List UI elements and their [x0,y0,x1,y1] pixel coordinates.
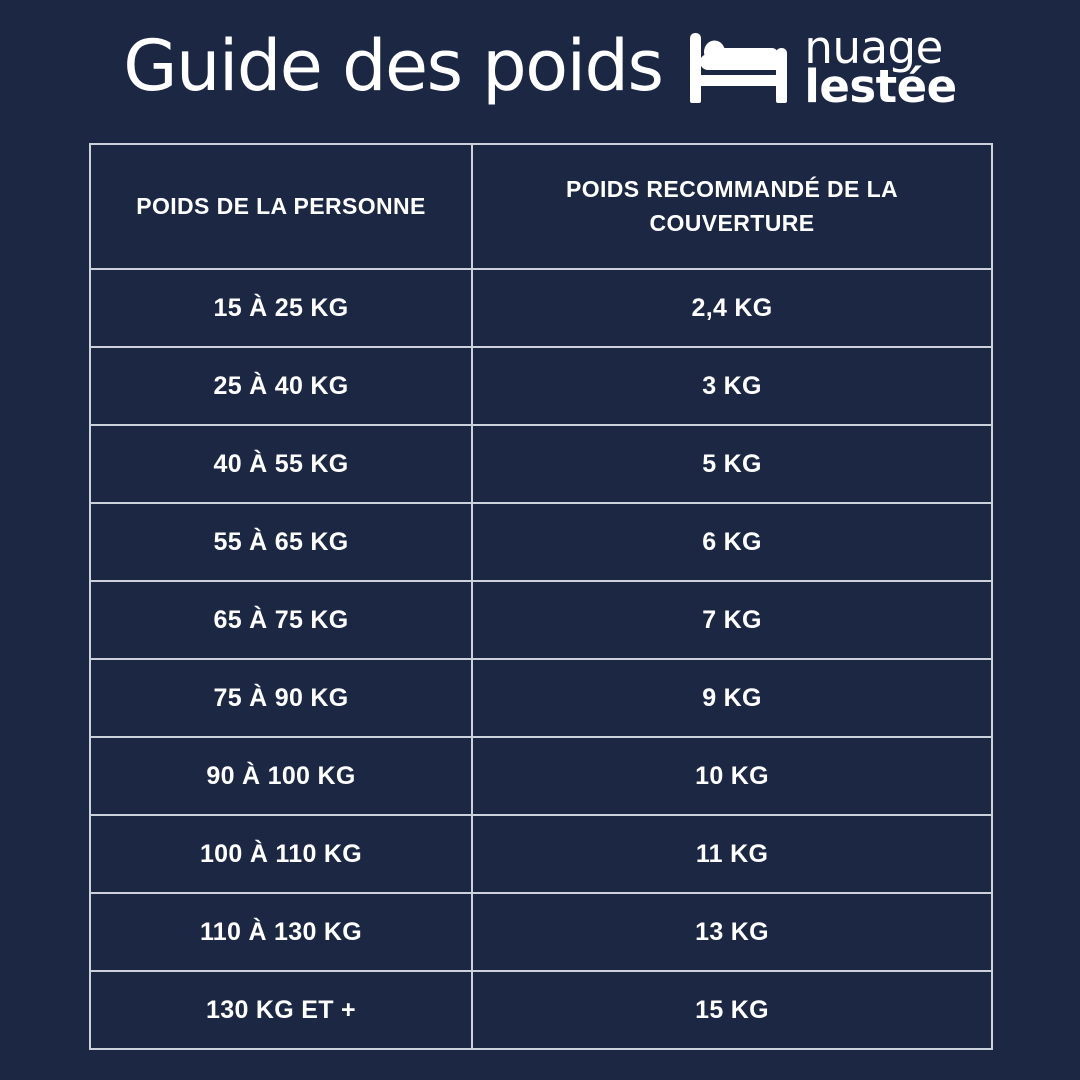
table-row: 40 À 55 KG 5 KG [89,424,993,504]
header-bar: Guide des poids nuage lestée [0,0,1080,140]
table-row: 75 À 90 KG 9 KG [89,658,993,738]
cell-blanket-weight: 7 KG [471,580,993,660]
column-header-blanket-weight: POIDS RECOMMANDÉ DE LA COUVERTURE [471,143,993,270]
table-header-row: POIDS DE LA PERSONNE POIDS RECOMMANDÉ DE… [89,143,993,270]
cell-person-weight: 40 À 55 KG [89,424,473,504]
cell-blanket-weight: 3 KG [471,346,993,426]
cell-blanket-weight: 10 KG [471,736,993,816]
brand-name-lestee: lestée [804,60,957,113]
cell-person-weight: 25 À 40 KG [89,346,473,426]
brand-name-nuage: nuage [804,21,943,75]
table-row: 15 À 25 KG 2,4 KG [89,268,993,348]
cell-blanket-weight: 11 KG [471,814,993,894]
cell-blanket-weight: 9 KG [471,658,993,738]
table-row: 65 À 75 KG 7 KG [89,580,993,660]
cell-person-weight: 130 KG ET + [89,970,473,1050]
table-row: 130 KG ET +15 KG [89,970,993,1050]
table-body: 15 À 25 KG 2,4 KG 25 À 40 KG 3 KG 40 À 55 KG… [89,268,993,1050]
cell-person-weight: 75 À 90 KG [89,658,473,738]
table-row: 55 À 65 KG 6 KG [89,502,993,582]
cell-blanket-weight: 6 KG [471,502,993,582]
table-row: 25 À 40 KG 3 KG [89,346,993,426]
cell-blanket-weight: 13 KG [471,892,993,972]
cell-person-weight: 15 À 25 KG [89,268,473,348]
cell-blanket-weight: 15 KG [471,970,993,1050]
bed-with-person-icon [690,33,788,103]
column-header-person-weight: POIDS DE LA PERSONNE [89,143,473,270]
table-row: 110 À 130 KG 13 KG [89,892,993,972]
cell-person-weight: 100 À 110 KG [89,814,473,894]
page-title: Guide des poids [123,25,664,107]
brand-logo: nuage lestée [688,21,957,113]
cell-person-weight: 90 À 100 KG [89,736,473,816]
weight-guide-table: POIDS DE LA PERSONNE POIDS RECOMMANDÉ DE… [89,143,993,1050]
cell-person-weight: 65 À 75 KG [89,580,473,660]
brand-wordmark: nuage lestée [804,21,957,113]
table-row: 100 À 110 KG 11 KG [89,814,993,894]
table-header: POIDS DE LA PERSONNE POIDS RECOMMANDÉ DE… [89,143,993,270]
cell-blanket-weight: 2,4 KG [471,268,993,348]
cell-blanket-weight: 5 KG [471,424,993,504]
cell-person-weight: 110 À 130 KG [89,892,473,972]
table-row: 90 À 100 KG 10 KG [89,736,993,816]
cell-person-weight: 55 À 65 KG [89,502,473,582]
